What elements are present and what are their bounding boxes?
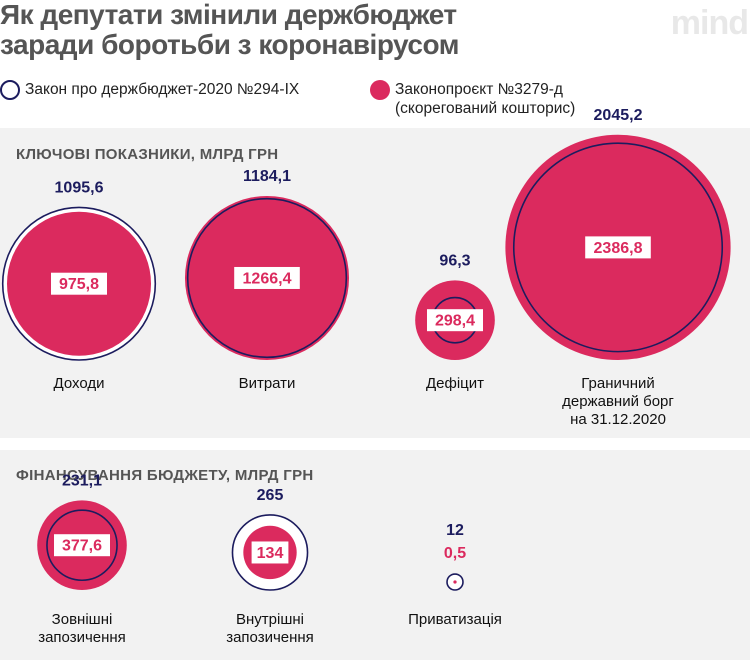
- title-line: Як депутати змінили держбюджет: [0, 0, 457, 30]
- value-label-law: 1095,6: [55, 179, 104, 196]
- legend-item-draft: Законопроєкт №3279-д (скорегований кошто…: [370, 80, 575, 118]
- value-label-draft-box: [54, 534, 110, 557]
- value-label-draft-box: [585, 236, 651, 259]
- value-label-law: 2045,2: [594, 107, 643, 124]
- category-label: Приватизація: [408, 611, 502, 628]
- category-label: запозичення: [38, 629, 126, 646]
- legend-swatch-law: [0, 80, 20, 100]
- legend: Закон про держбюджет-2020 №294-IX Законо…: [0, 78, 750, 122]
- value-label-draft: 2386,8: [594, 240, 643, 257]
- value-label-draft-box: [51, 272, 107, 295]
- category-label: запозичення: [226, 629, 314, 646]
- category-label: Дефіцит: [426, 375, 484, 392]
- financing-title: ФІНАНСУВАННЯ БЮДЖЕТУ, МЛРД ГРН: [16, 467, 314, 484]
- value-label-law: 265: [257, 487, 284, 504]
- value-label-draft: 134: [257, 545, 284, 562]
- value-label-draft: 298,4: [435, 313, 475, 330]
- key-indicators-title: КЛЮЧОВІ ПОКАЗНИКИ, МЛРД ГРН: [16, 146, 279, 163]
- category-label: Доходи: [54, 375, 105, 392]
- value-label-law: 1184,1: [243, 168, 291, 185]
- category-label: Граничний: [581, 375, 654, 392]
- category-label: Зовнішні: [52, 611, 113, 628]
- value-label-draft: 377,6: [62, 538, 102, 555]
- value-label-draft-box: [234, 266, 300, 289]
- title-line: заради боротьби з коронавірусом: [0, 29, 459, 60]
- page-title: Як депутати змінили держбюджет заради бо…: [0, 0, 459, 60]
- mind-logo: mind: [670, 4, 749, 42]
- category-label: Витрати: [239, 375, 296, 392]
- value-label-law: 12: [446, 522, 464, 539]
- legend-label-draft: Законопроєкт №3279-д (скорегований кошто…: [395, 80, 575, 118]
- legend-label-draft-line: Законопроєкт №3279-д: [395, 81, 563, 98]
- legend-label-law: Закон про держбюджет-2020 №294-IX: [25, 81, 300, 98]
- category-label: Внутрішні: [236, 611, 304, 628]
- value-label-draft: 975,8: [59, 276, 99, 293]
- legend-label-draft-line: (скорегований кошторис): [395, 100, 576, 117]
- value-label-law: 231,1: [62, 472, 102, 489]
- bubble-law: [46, 509, 118, 582]
- category-label: на 31.12.2020: [570, 411, 666, 428]
- value-label-draft-box: [251, 541, 289, 564]
- value-label-draft-box: [427, 309, 483, 332]
- value-label-law: 96,3: [439, 252, 470, 269]
- bubble-law: [186, 197, 348, 359]
- category-label: державний борг: [562, 393, 674, 410]
- legend-item-law: Закон про держбюджет-2020 №294-IX: [0, 80, 299, 100]
- value-label-draft: 1266,4: [243, 270, 292, 287]
- value-label-draft: 0,5: [444, 545, 466, 562]
- bubble-draft: [453, 580, 457, 584]
- legend-swatch-draft: [370, 80, 390, 100]
- bubble-law: [512, 142, 724, 353]
